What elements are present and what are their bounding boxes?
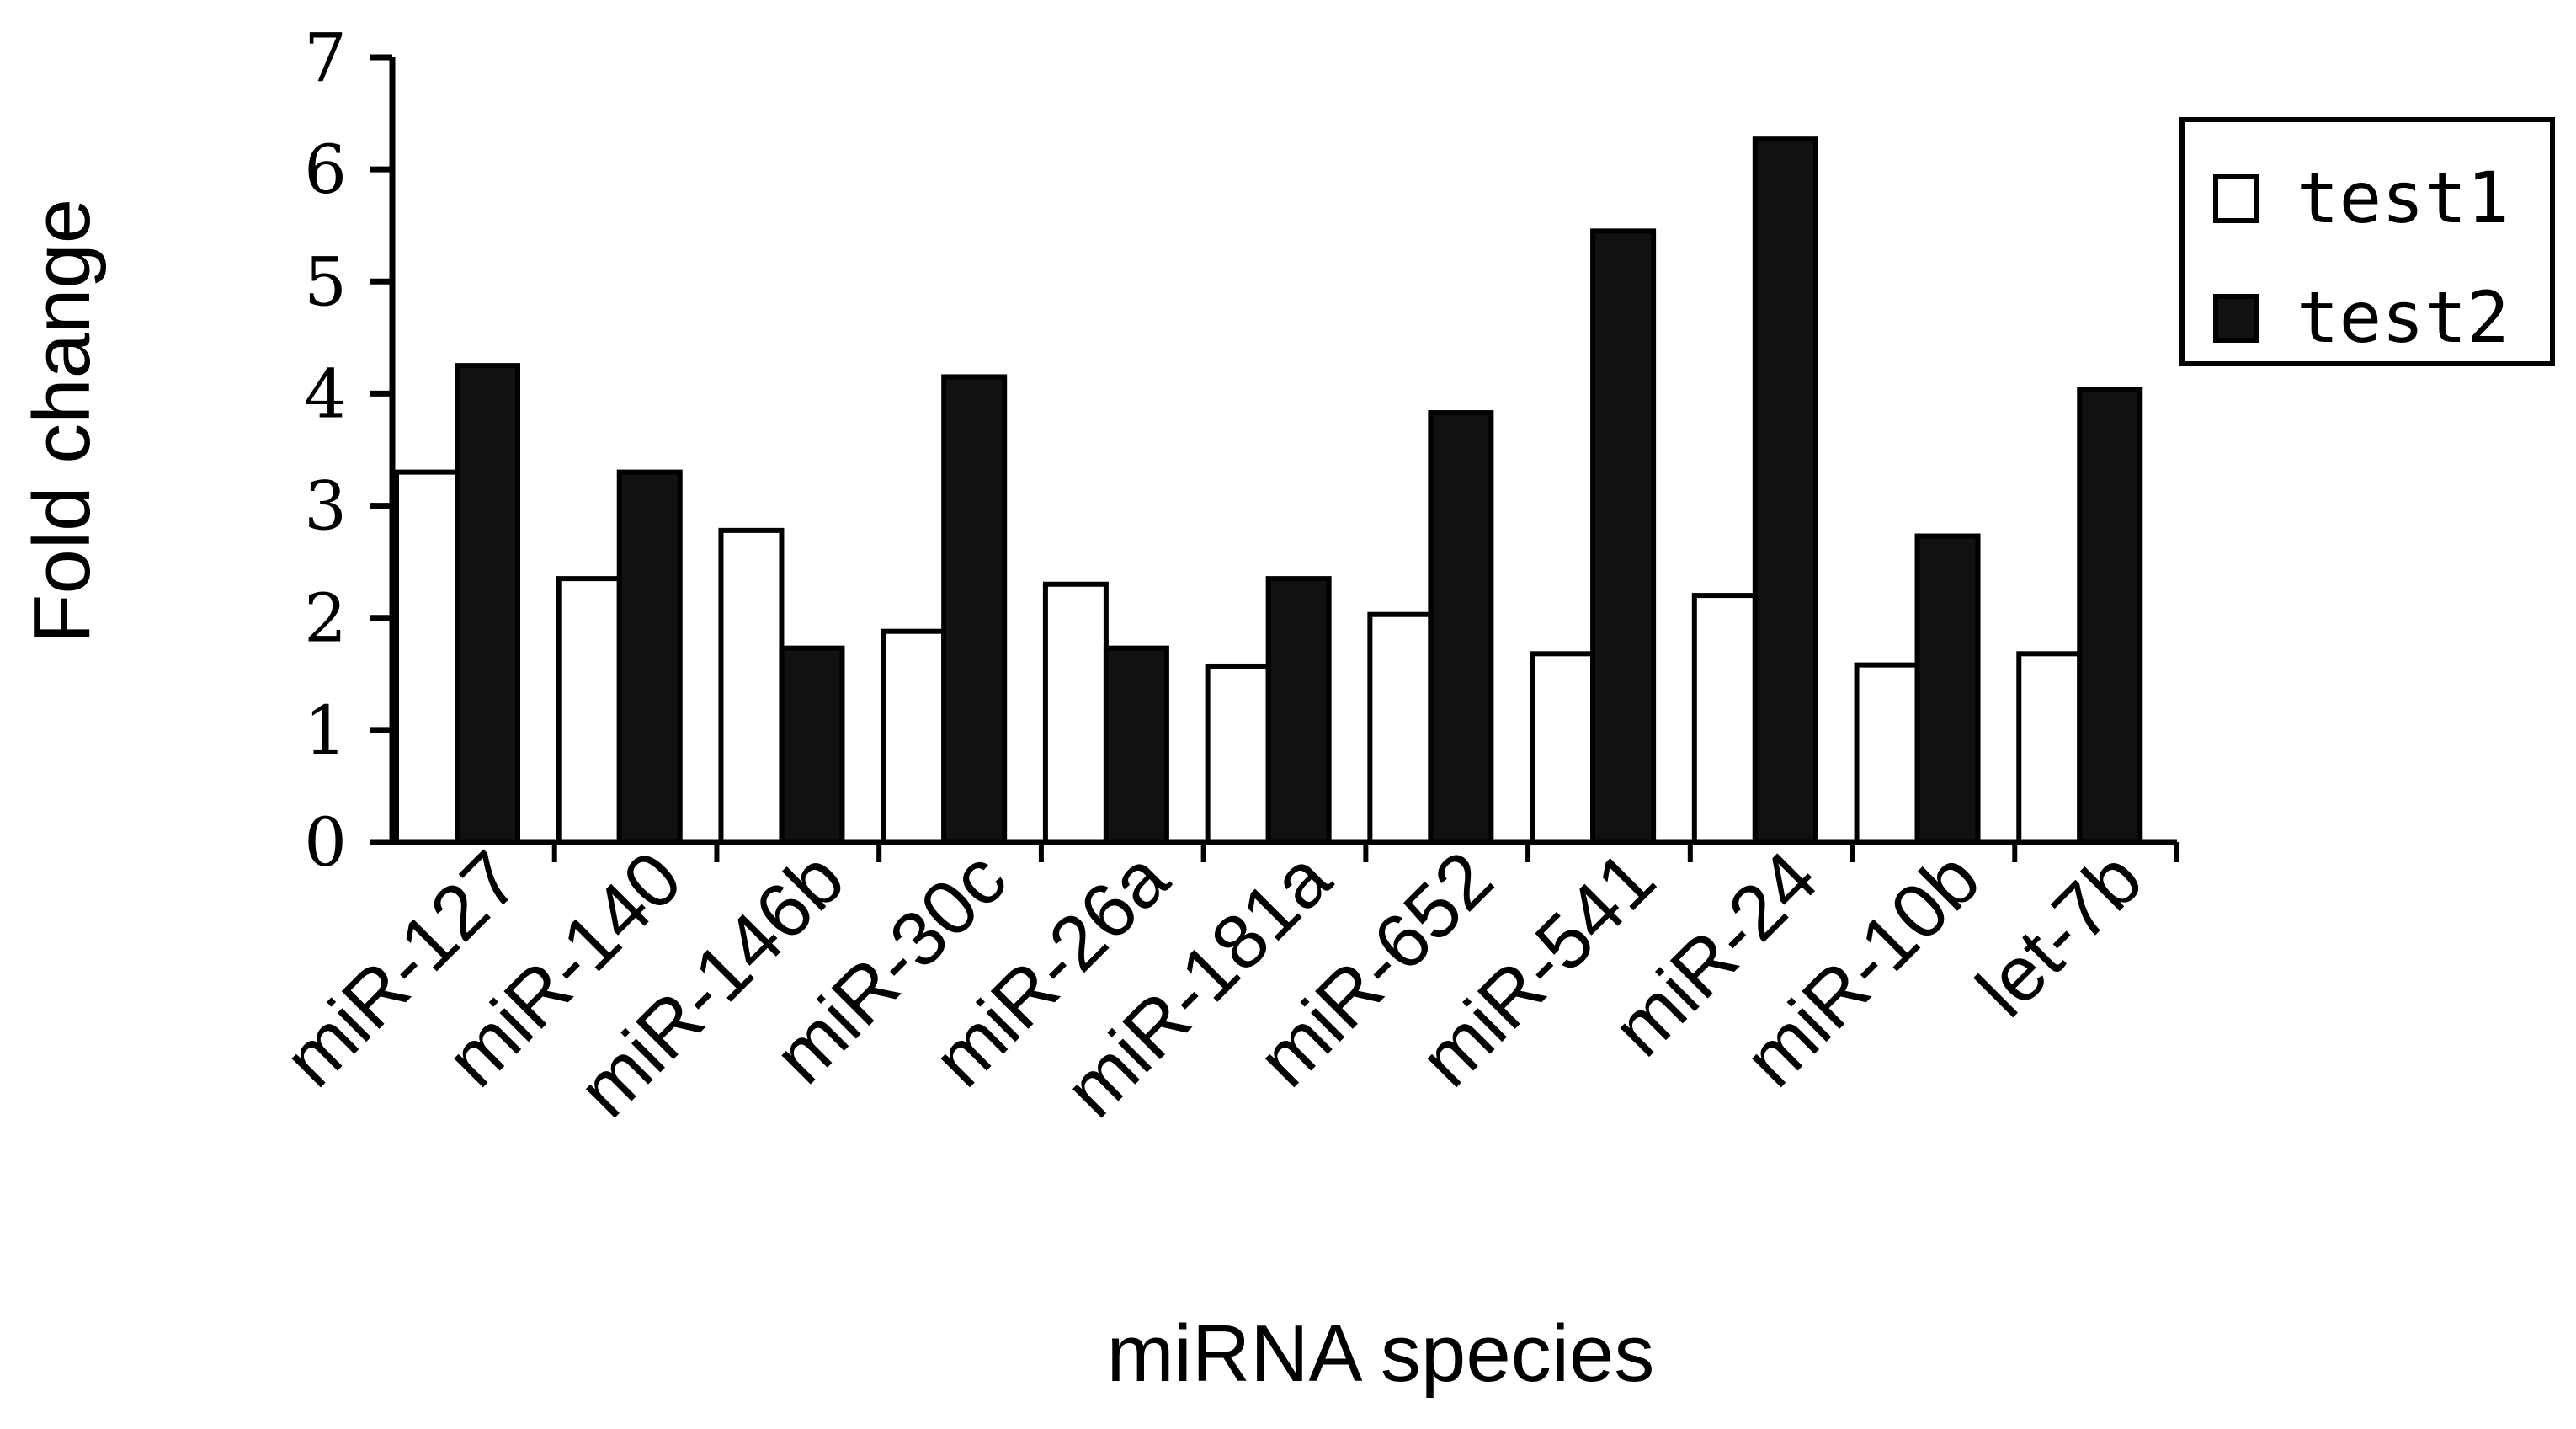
- bar-test1-miR-181a: [1205, 663, 1271, 845]
- bar-test2-miR-181a: [1265, 576, 1332, 845]
- y-tick-label: 5: [304, 243, 347, 321]
- legend-swatch-test2: [2213, 294, 2259, 343]
- bar-test1-miR-10b: [1854, 662, 1920, 845]
- y-tick-label: 6: [304, 131, 347, 209]
- bar-test1-miR-24: [1691, 593, 1758, 845]
- bar-test2-miR-146b: [779, 645, 845, 845]
- axes-layer: [389, 57, 2177, 845]
- legend-label-test1: test1: [2297, 157, 2509, 239]
- bar-test2-miR-541: [1590, 228, 1657, 845]
- x-ticks: miR-127miR-140miR-146bmiR-30cmiR-26amiR-…: [269, 834, 2179, 1133]
- bar-test1-miR-652: [1367, 611, 1434, 845]
- bars-layer: [394, 136, 2143, 845]
- bar-test2-miR-652: [1428, 410, 1494, 845]
- legend: test1 test2: [2179, 117, 2555, 366]
- bar-test1-miR-140: [556, 576, 622, 845]
- y-ticks: 0 1 2 3 4 5 6 7: [304, 19, 392, 882]
- bar-test1-let-7b: [2016, 651, 2083, 845]
- x-axis-title: miRNA species: [1107, 1309, 1655, 1399]
- legend-label-test2: test2: [2297, 276, 2509, 359]
- bar-test2-miR-10b: [1914, 533, 1981, 845]
- bar-test2-miR-127: [455, 363, 520, 845]
- y-tick-label: 7: [304, 19, 347, 97]
- bar-test1-miR-127: [394, 469, 460, 845]
- bar-test1-miR-541: [1530, 651, 1596, 845]
- bar-test2-miR-30c: [941, 374, 1008, 845]
- y-tick-label: 2: [304, 579, 347, 658]
- y-axis-title: Fold change: [17, 199, 107, 643]
- x-tick-label: let-7b: [1961, 835, 2158, 1033]
- y-tick-label: 1: [304, 691, 347, 770]
- bar-test2-miR-26a: [1103, 645, 1169, 845]
- bar-test2-miR-140: [616, 469, 683, 845]
- bar-test2-miR-24: [1752, 136, 1818, 845]
- y-tick-label: 0: [304, 803, 347, 882]
- legend-swatch-test1: [2213, 174, 2259, 223]
- y-tick-label: 4: [304, 355, 347, 433]
- y-tick-label: 3: [304, 467, 347, 546]
- bar-test2-let-7b: [2077, 387, 2143, 845]
- bar-test1-miR-26a: [1042, 581, 1109, 845]
- bar-test1-miR-30c: [881, 628, 947, 845]
- bar-test1-miR-146b: [718, 527, 785, 845]
